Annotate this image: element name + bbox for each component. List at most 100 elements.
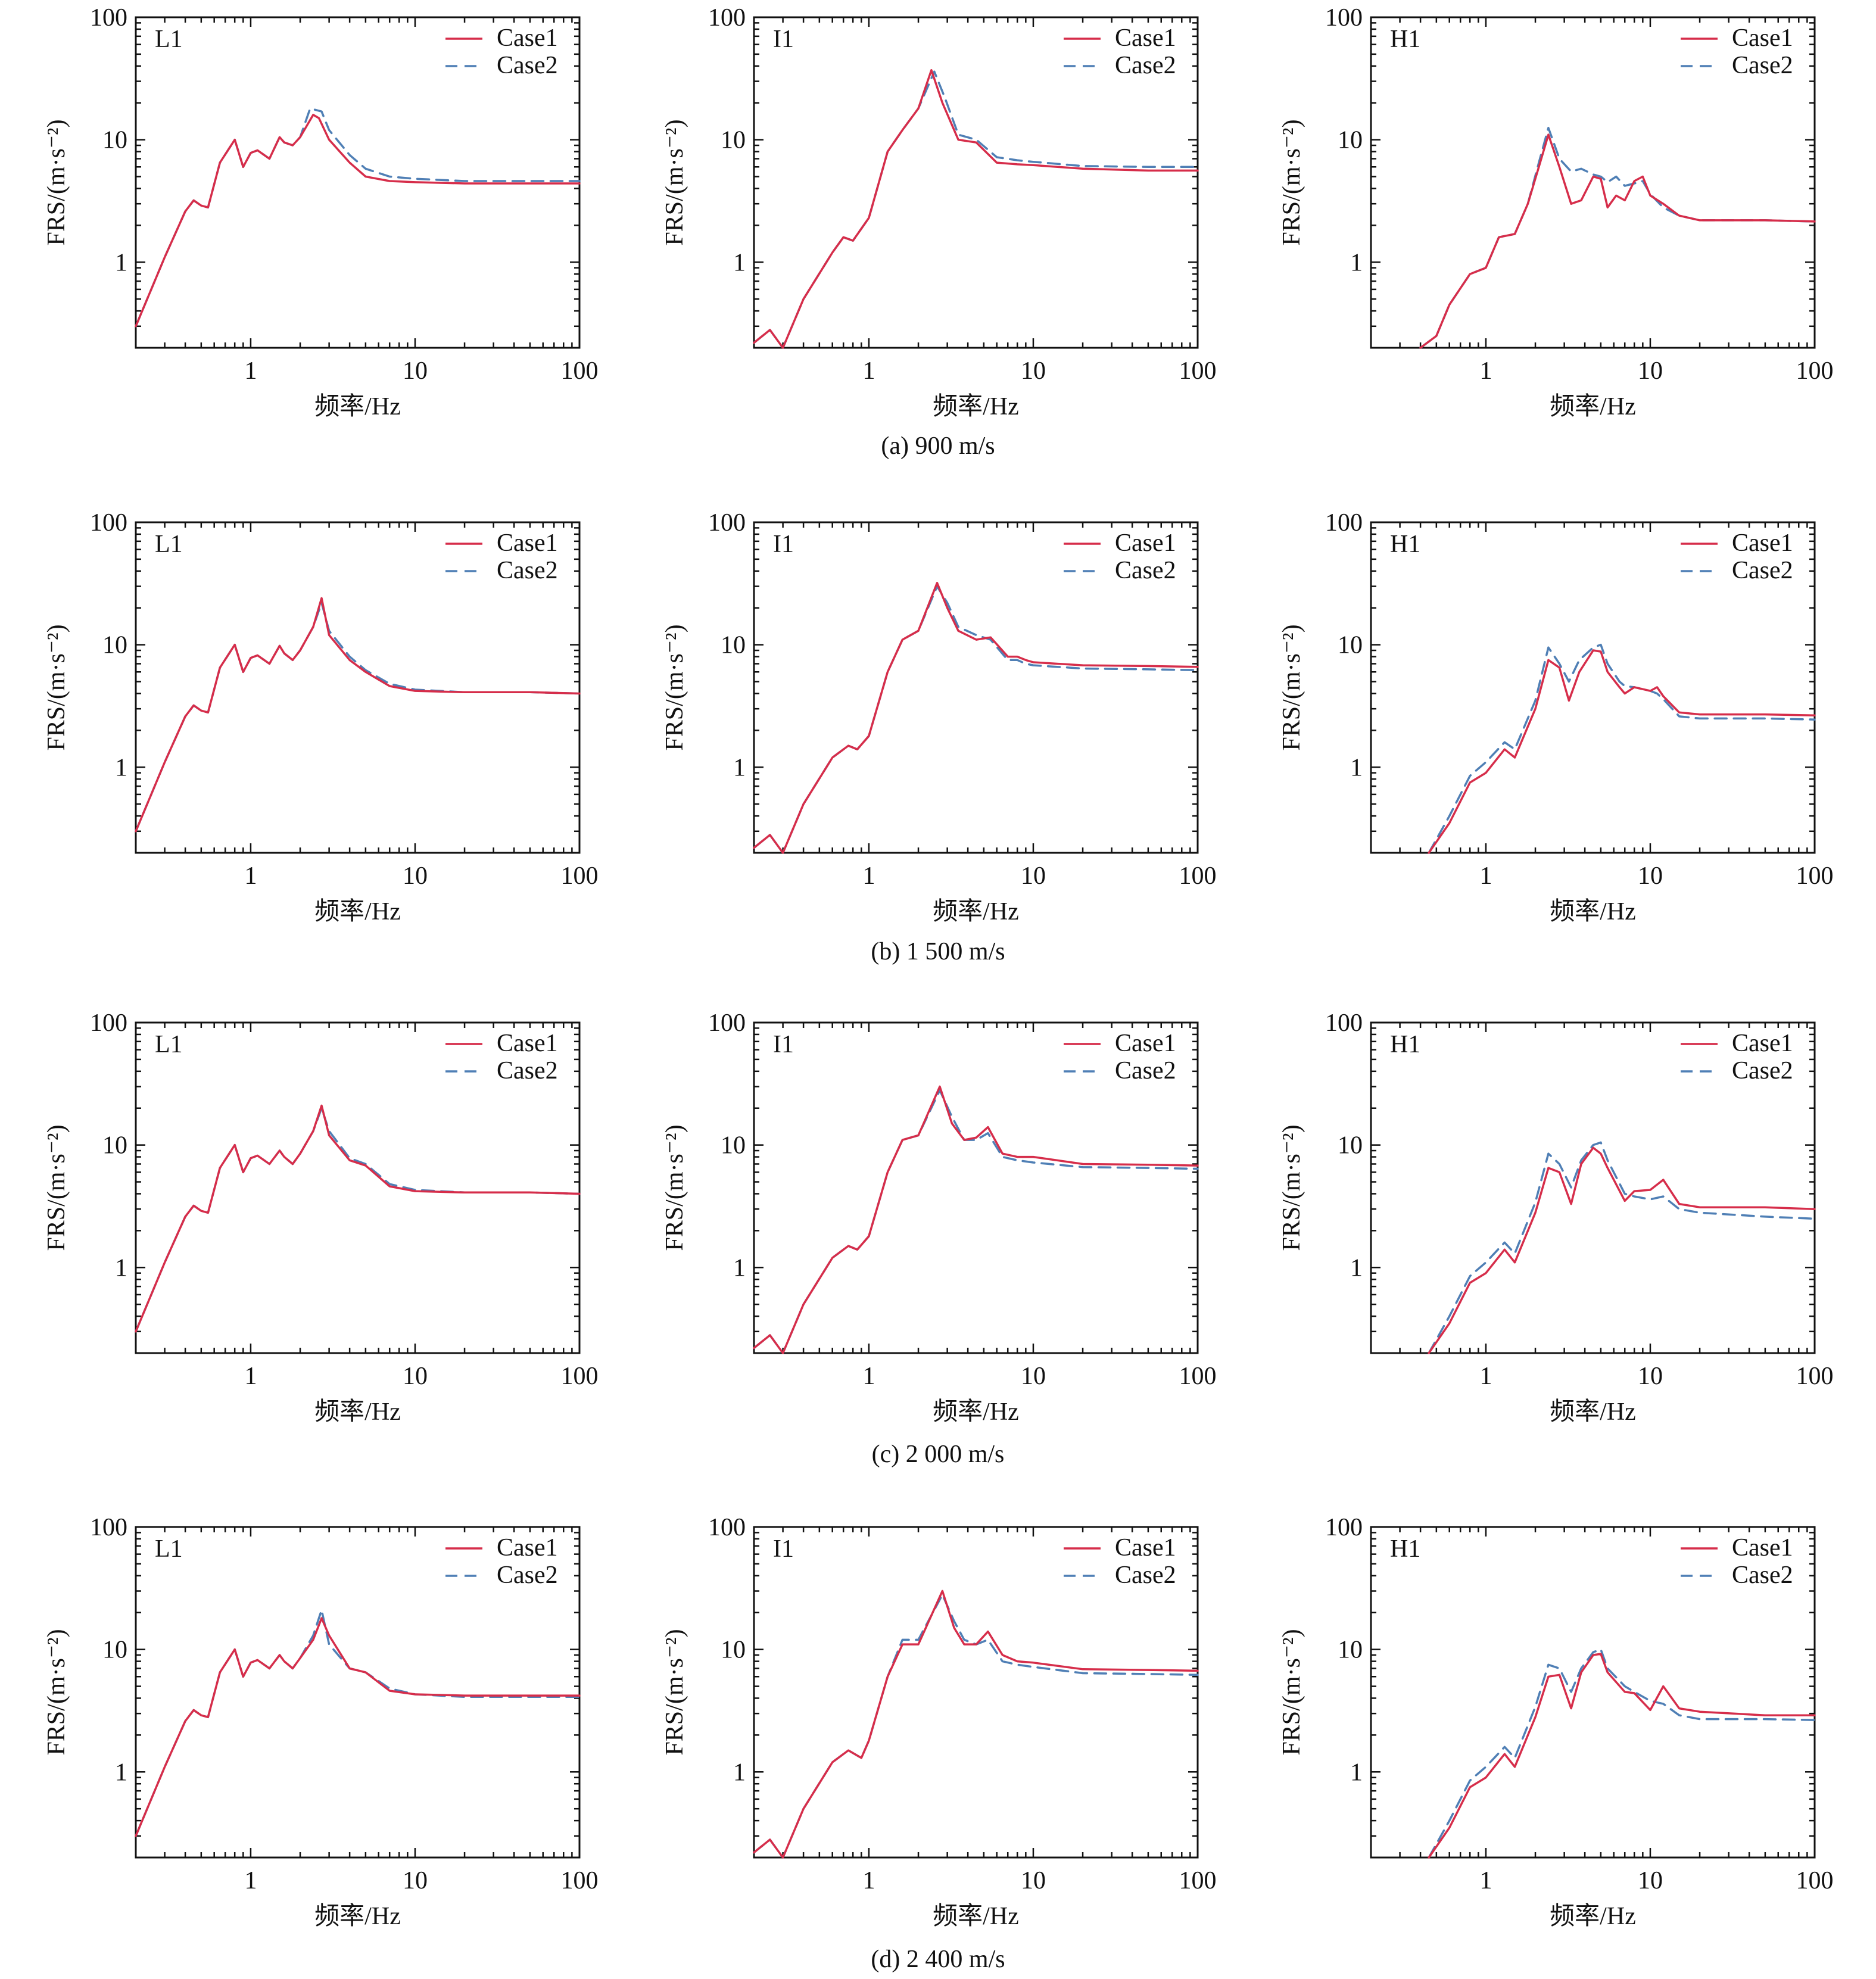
y-tick-label: 100 [90,1009,127,1037]
x-tick-label: 1 [862,1363,875,1390]
x-axis-label: 频率/Hz [1550,1902,1636,1930]
legend-label-case1: Case1 [1732,24,1793,52]
row-captions: (a) 900 m/s (b) 1 500 m/s (c) 2 000 m/s … [871,432,1005,1973]
panel-tag: L1 [155,1031,183,1058]
x-axis-label: 频率/Hz [933,392,1019,420]
series-line-case1 [1428,1146,1816,1354]
x-tick-label: 100 [1796,862,1834,890]
row-caption-a: (a) 900 m/s [881,432,995,460]
x-tick-label: 100 [1179,862,1217,890]
y-axis-label: FRS/(m·s⁻²) [43,119,70,245]
y-axis-label: FRS/(m·s⁻²) [1278,624,1305,750]
x-axis-label: 频率/Hz [314,1398,401,1426]
y-tick-label: 1 [733,754,746,781]
legend-label-case1: Case1 [1115,24,1176,52]
legend-label-case2: Case2 [1115,557,1176,584]
row-caption-c: (c) 2 000 m/s [872,1441,1005,1468]
x-axis-label: 频率/Hz [933,1902,1019,1930]
y-tick-label: 100 [1325,1009,1363,1037]
y-tick-label: 10 [102,1637,127,1664]
x-tick-label: 10 [403,357,428,385]
legend-label-case2: Case2 [497,1562,558,1589]
x-tick-label: 100 [1796,1363,1834,1390]
x-tick-label: 10 [403,1363,428,1390]
x-tick-label: 10 [1021,1867,1046,1894]
y-tick-label: 10 [721,127,746,154]
y-tick-label: 10 [102,127,127,154]
y-tick-label: 100 [1325,4,1363,32]
panel-tag: H1 [1390,1535,1420,1563]
legend-label-case2: Case2 [497,1057,558,1084]
y-tick-label: 1 [115,1759,127,1786]
legend-label-case2: Case2 [1115,1562,1176,1589]
x-tick-label: 1 [244,1867,257,1894]
y-tick-label: 1 [115,754,127,781]
series-line-case2 [753,70,1199,349]
legend-label-case2: Case2 [1732,1057,1793,1084]
y-tick-label: 1 [733,1759,746,1786]
plot-frame [135,1021,581,1354]
y-tick-label: 10 [1338,127,1363,154]
y-tick-label: 10 [721,632,746,659]
y-tick-label: 100 [708,1514,746,1541]
x-tick-label: 1 [1479,862,1492,890]
legend-label-case2: Case2 [1115,1057,1176,1084]
y-tick-label: 100 [708,4,746,32]
y-tick-label: 10 [102,632,127,659]
x-tick-label: 100 [561,357,599,385]
series-line-case1 [753,1085,1199,1354]
x-tick-label: 100 [1179,357,1217,385]
series-line-case2 [1428,643,1816,854]
x-tick-label: 100 [1179,1867,1217,1894]
legend-label-case2: Case2 [497,557,558,584]
x-tick-label: 1 [244,1363,257,1390]
legend-label-case1: Case1 [1115,1534,1176,1562]
plot-frame [1370,521,1816,854]
legend-label-case2: Case2 [1732,52,1793,79]
plot-frame [135,521,581,854]
series-line-case1 [753,582,1199,854]
x-axis-label: 频率/Hz [314,392,401,420]
series-line-case2 [135,602,581,833]
y-tick-label: 1 [733,249,746,276]
y-axis-label: FRS/(m·s⁻²) [1278,1124,1305,1251]
x-tick-label: 1 [1479,357,1492,385]
panel-tag: L1 [155,26,183,53]
x-axis-label: 频率/Hz [1550,897,1636,925]
series-line-case2 [135,1107,581,1333]
legend-label-case1: Case1 [497,1534,558,1562]
panel-tag: H1 [1390,26,1420,53]
x-tick-label: 100 [1796,1867,1834,1894]
y-axis-label: FRS/(m·s⁻²) [661,1629,688,1755]
x-tick-label: 1 [862,357,875,385]
x-axis-label: 频率/Hz [314,897,401,925]
x-tick-label: 10 [1638,357,1663,385]
y-axis-label: FRS/(m·s⁻²) [661,119,688,245]
plot-frame [1370,1021,1816,1354]
series-line-case1 [1428,1653,1816,1859]
series-line-case1 [135,1617,581,1837]
y-tick-label: 1 [1350,1254,1363,1282]
y-tick-label: 100 [90,1514,127,1541]
x-tick-label: 10 [1021,357,1046,385]
y-tick-label: 100 [1325,509,1363,537]
x-tick-label: 1 [244,357,257,385]
plot-frame [135,1526,581,1859]
x-tick-label: 1 [1479,1363,1492,1390]
series-line-case2 [135,107,581,328]
y-tick-label: 10 [102,1132,127,1160]
y-tick-label: 1 [733,1254,746,1282]
series-line-case2 [1428,1141,1816,1354]
series-line-case1 [1419,133,1816,349]
y-axis-label: FRS/(m·s⁻²) [1278,1629,1305,1755]
x-tick-label: 100 [561,1363,599,1390]
y-tick-label: 10 [721,1132,746,1160]
legend-label-case1: Case1 [497,1030,558,1057]
x-tick-label: 10 [1638,1363,1663,1390]
